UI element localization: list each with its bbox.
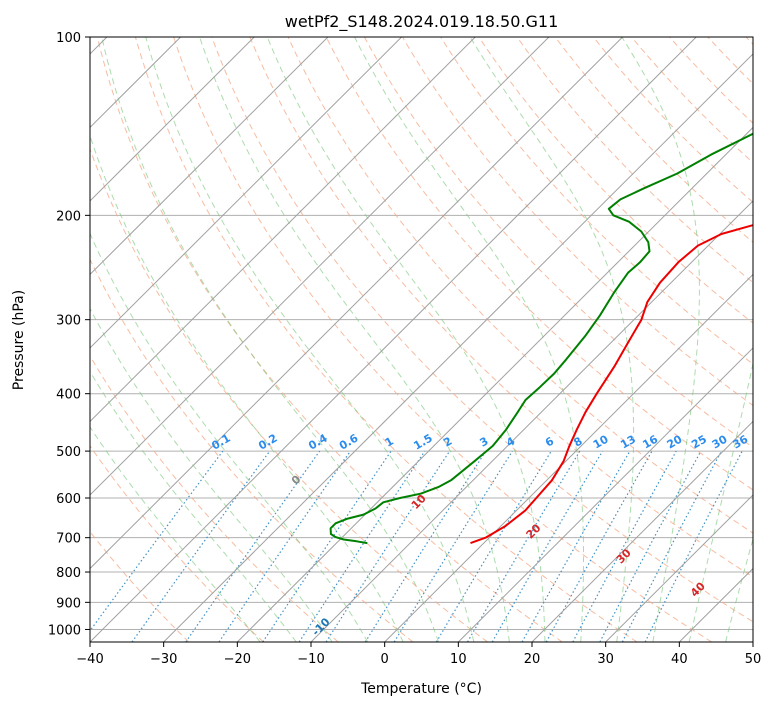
- mixing-ratio-line: [218, 450, 351, 642]
- plot-frame: [89, 36, 754, 643]
- x-tick-label: 50: [745, 652, 762, 667]
- sounding-line: [470, 224, 753, 545]
- dry-adiabat-line: [211, 37, 753, 623]
- moist-adiabat-line: [621, 37, 700, 642]
- dry-adiabat-line: [325, 37, 753, 491]
- isotherm-line: [384, 273, 753, 642]
- x-tick-label: −10: [297, 652, 324, 667]
- dry-adiabats: [90, 37, 753, 642]
- y-tick-label: 100: [56, 31, 81, 46]
- dry-adiabat-line: [90, 355, 339, 642]
- dry-adiabat-line: [440, 37, 753, 365]
- dry-adiabat-line: [96, 37, 563, 642]
- mixing-ratio-line: [262, 450, 392, 642]
- y-tick-label: 800: [56, 566, 81, 581]
- moist-adiabat-line: [90, 370, 297, 642]
- isotherm-line: [90, 37, 329, 276]
- isotherm-line: [90, 37, 550, 496]
- x-axis-title: Temperature (°C): [360, 681, 482, 697]
- isotherm-line: [605, 494, 753, 642]
- moist-adiabat-line: [725, 537, 753, 642]
- dry-adiabat-line: [90, 258, 414, 642]
- mixing-ratio-line: [644, 450, 743, 642]
- dry-adiabat-line: [90, 445, 264, 642]
- isotherm-line: [90, 37, 697, 642]
- mixing-ratio-line: [572, 450, 677, 642]
- moist-adiabat-line: [90, 232, 369, 642]
- dry-adiabat-line: [173, 37, 712, 642]
- isotherm-line: [310, 200, 753, 642]
- mixing-ratio-line: [185, 450, 321, 642]
- isotherm-line: [457, 347, 753, 642]
- y-axis-title: Pressure (hPa): [11, 290, 27, 390]
- moist-adiabat-line: [688, 361, 753, 642]
- x-tick-label: 20: [524, 652, 541, 667]
- moist-adiabat-line: [90, 134, 404, 642]
- dry-adiabat-line: [90, 147, 488, 642]
- moist-adiabat-line: [90, 426, 261, 642]
- mixing-ratio-line: [545, 450, 653, 642]
- plot-area: 0.1 0.2 0.4 0.6 1 1.5 2 3 4 6 8 10 13 16 20 25 30 36-1001…: [90, 37, 753, 642]
- y-tick-label: 700: [56, 532, 81, 547]
- moist-adiabat-line: [266, 37, 546, 642]
- mixing-ratio-line: [325, 450, 451, 642]
- mixing-ratio-line: [393, 450, 513, 642]
- moist-adiabat-line: [354, 37, 585, 642]
- sounding-line: [329, 132, 753, 545]
- sounding-series: [329, 132, 753, 545]
- dry-adiabat-line: [249, 37, 753, 578]
- moist-adiabat-line: [90, 307, 333, 642]
- dry-adiabat-line: [134, 37, 638, 642]
- isotherm-line: [90, 37, 476, 423]
- y-tick-label: 200: [56, 209, 81, 224]
- isotherm-line: [163, 53, 753, 642]
- moist-adiabat-line: [101, 37, 439, 642]
- x-tick-label: 10: [450, 652, 467, 667]
- x-tick-label: 0: [381, 652, 389, 667]
- chart-title: wetPf2_S148.2024.019.18.50.G11: [285, 12, 559, 32]
- isotherm-line: [531, 420, 753, 642]
- y-axis: 100 200 300 400 500 600 700 800 900 1000: [48, 31, 90, 638]
- isotherm-line: [90, 37, 255, 202]
- x-tick-label: −40: [76, 652, 103, 667]
- mixing-ratio-line: [364, 450, 487, 642]
- y-tick-label: 1000: [48, 623, 81, 638]
- isotherm-line: [90, 37, 182, 129]
- mixing-ratio-line: [90, 450, 224, 632]
- y-tick-label: 400: [56, 388, 81, 403]
- dry-adiabat-line: [287, 37, 753, 534]
- mixing-ratio-line: [131, 450, 271, 642]
- mixing-ratio-line: [521, 450, 631, 642]
- moist-adiabat-line: [145, 37, 475, 642]
- moist-adiabat-line: [199, 37, 510, 642]
- x-tick-label: −30: [150, 652, 177, 667]
- x-tick-label: 30: [597, 652, 614, 667]
- mixing-ratio-lines: [90, 450, 743, 642]
- grid-layer: [90, 37, 753, 630]
- y-tick-label: 600: [56, 492, 81, 507]
- isotherm-line: [90, 37, 403, 349]
- dry-adiabat-line: [363, 37, 753, 448]
- y-tick-label: 500: [56, 445, 81, 460]
- y-tick-label: 300: [56, 314, 81, 329]
- dry-adiabat-line: [401, 37, 753, 406]
- isotherm-line: [90, 37, 624, 570]
- mixing-ratio-line: [298, 450, 426, 642]
- y-tick-label: 900: [56, 596, 81, 611]
- dry-adiabat-line: [478, 37, 753, 324]
- x-tick-label: −20: [224, 652, 251, 667]
- x-axis: −40 −30 −20 −10 0 10 20 30 40 50: [76, 642, 761, 667]
- x-tick-label: 40: [671, 652, 688, 667]
